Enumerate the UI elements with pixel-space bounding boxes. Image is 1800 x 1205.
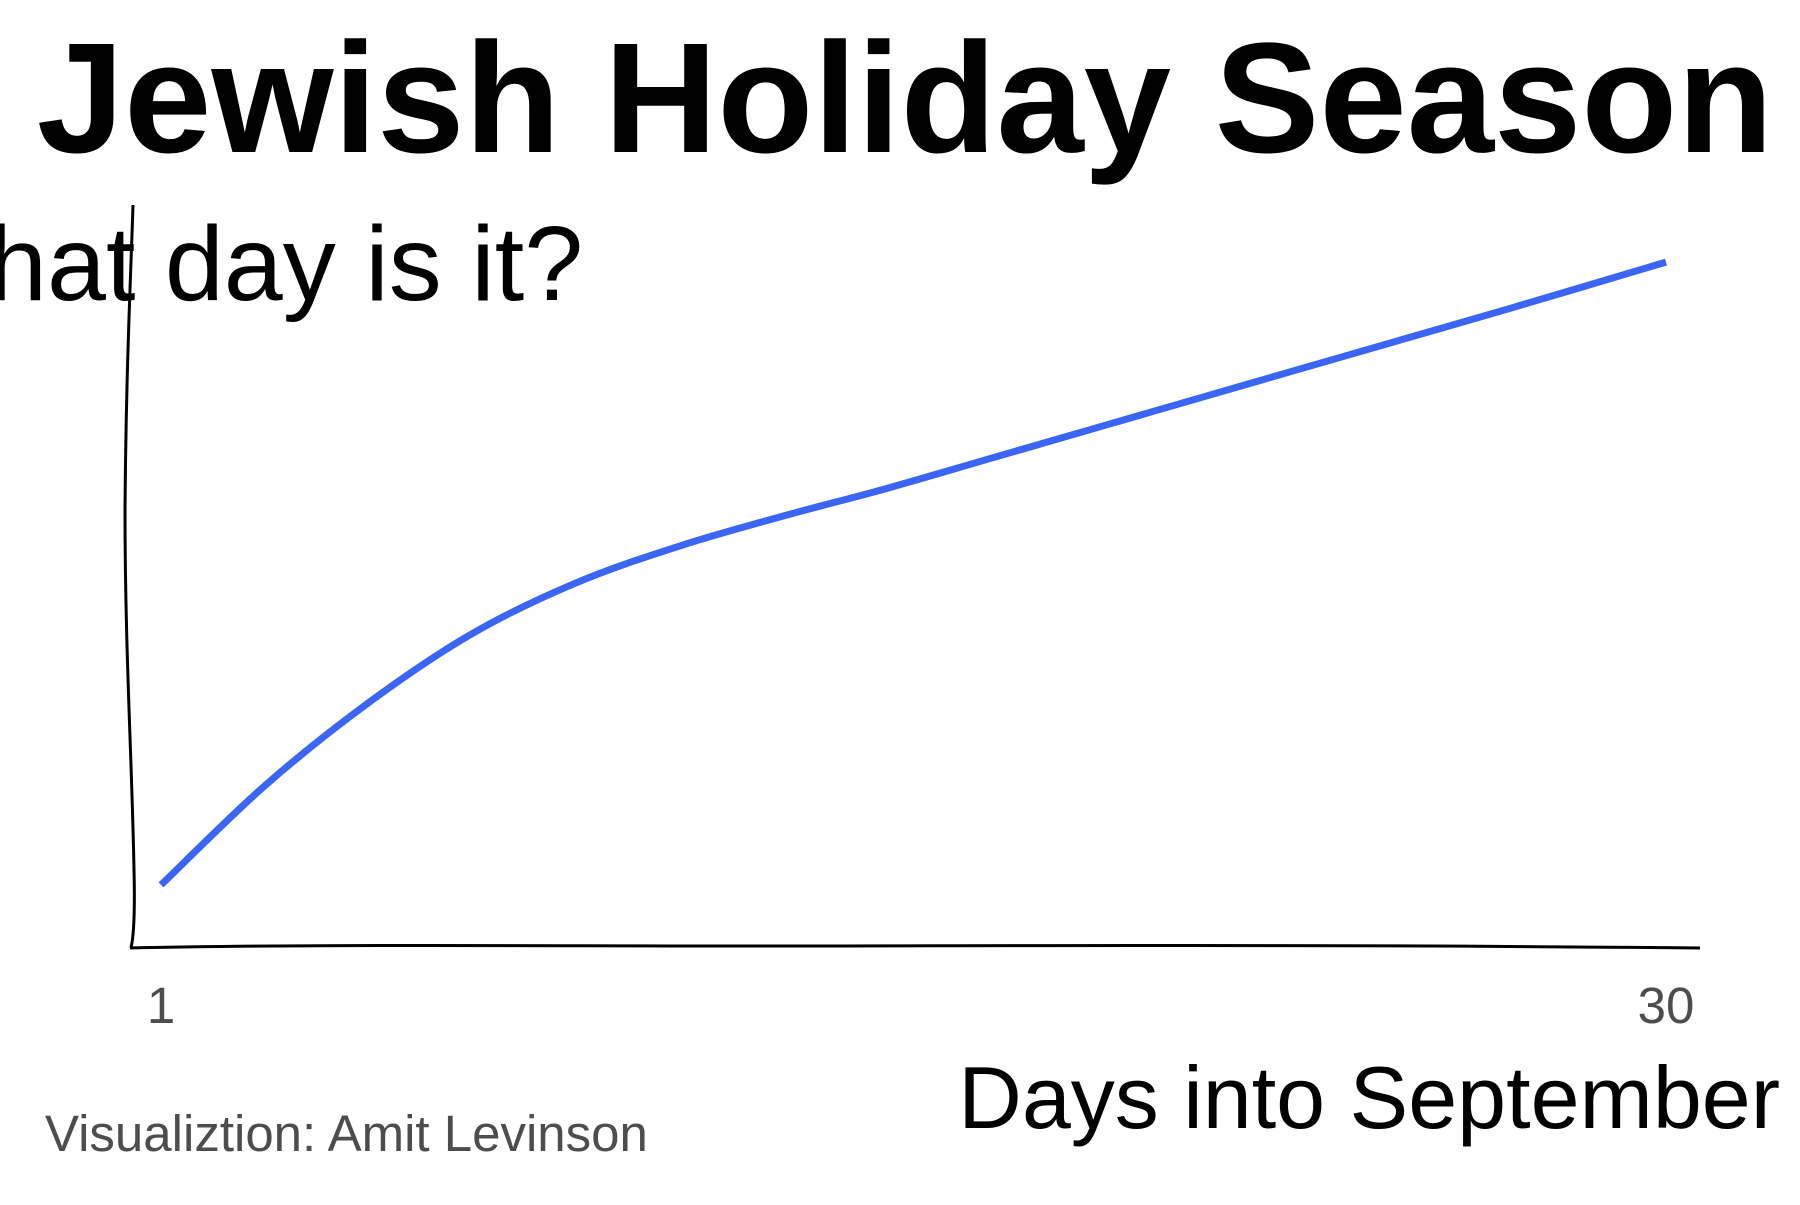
x-axis-label: Days into September <box>958 1048 1780 1147</box>
y-axis-label: What day is it? <box>0 205 583 323</box>
x-axis-line <box>129 944 1701 950</box>
series-line <box>158 258 1667 888</box>
y-axis-line <box>123 204 136 949</box>
x-tick-label: 1 <box>147 977 175 1034</box>
series-layer <box>158 258 1667 888</box>
x-tick-label: 30 <box>1638 977 1695 1034</box>
chart-caption: Visualiztion: Amit Levinson <box>45 1105 648 1162</box>
x-tick-labels: 1 30 <box>147 977 1695 1034</box>
chart-title: Jewish Holiday Season <box>37 11 1773 186</box>
